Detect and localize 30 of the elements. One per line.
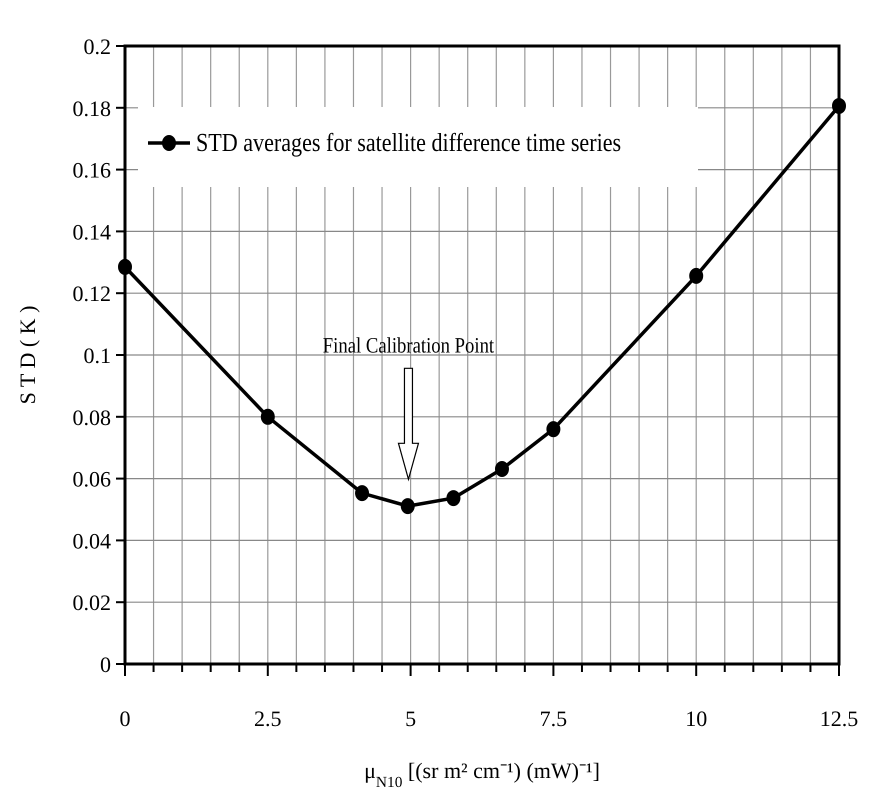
y-tick-label: 0.06 [72, 466, 111, 492]
y-tick-label: 0 [100, 652, 111, 677]
point [355, 485, 370, 502]
y-tick-label: 0.12 [72, 281, 111, 306]
x-axis-title: μ$_{N10}$ [(sr m² cm⁻¹) (mW)⁻¹] [364, 758, 600, 790]
y-tick-label: 0.08 [72, 404, 111, 430]
x-tick-label: 10 [685, 706, 708, 731]
y-tick-label: 0.1 [84, 343, 111, 368]
point [546, 421, 560, 438]
point [118, 258, 132, 275]
point [494, 461, 509, 478]
x-tick-label: 0 [120, 706, 130, 731]
y-tick-label: 0.18 [72, 96, 111, 121]
x-tick-label: 12.5 [820, 706, 858, 731]
y-tick-label: 0.2 [84, 34, 111, 59]
y-tick-label: 0.16 [72, 158, 111, 183]
y-tick-label: 0.14 [72, 219, 111, 244]
y-tick-label: 0.02 [72, 590, 111, 616]
x-tick-label: 7.5 [540, 706, 568, 731]
x-tick-label: 2.5 [254, 706, 282, 731]
point [832, 98, 846, 114]
point [400, 498, 415, 514]
point [689, 268, 704, 284]
legend-label: STD averages for satellite difference time series [196, 129, 622, 158]
y-axis-title: S T D ( K ) [15, 306, 40, 404]
annotation: Final Calibration Point [322, 334, 494, 358]
x-tick-label: 5 [405, 706, 416, 731]
y-tick-label: 0.04 [72, 528, 111, 554]
point [446, 490, 460, 506]
point [260, 408, 275, 425]
